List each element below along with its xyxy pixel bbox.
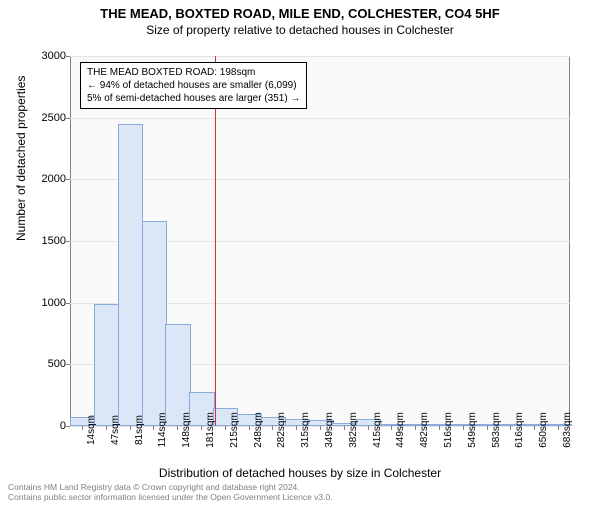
y-tick-label: 1500	[26, 235, 66, 247]
x-tick-mark	[320, 426, 321, 430]
x-tick-label: 516sqm	[443, 412, 454, 448]
x-tick-label: 14sqm	[86, 415, 97, 445]
histogram-bar	[94, 304, 119, 426]
y-tick-mark	[66, 241, 70, 242]
histogram-bar	[118, 124, 143, 426]
x-tick-mark	[368, 426, 369, 430]
x-tick-label: 415sqm	[372, 412, 383, 448]
x-tick-label: 449sqm	[395, 412, 406, 448]
chart-plot-area	[70, 56, 570, 426]
x-tick-label: 315sqm	[300, 412, 311, 448]
x-tick-label: 349sqm	[324, 412, 335, 448]
x-tick-mark	[510, 426, 511, 430]
x-tick-mark	[153, 426, 154, 430]
x-tick-mark	[487, 426, 488, 430]
x-tick-label: 248sqm	[253, 412, 264, 448]
x-tick-mark	[534, 426, 535, 430]
y-tick-label: 2000	[26, 173, 66, 185]
x-tick-mark	[391, 426, 392, 430]
x-tick-label: 181sqm	[205, 412, 216, 448]
y-tick-label: 0	[26, 420, 66, 432]
y-tick-label: 500	[26, 358, 66, 370]
y-tick-mark	[66, 118, 70, 119]
x-tick-label: 81sqm	[134, 415, 145, 445]
chart-title: THE MEAD, BOXTED ROAD, MILE END, COLCHES…	[0, 6, 600, 21]
x-tick-label: 114sqm	[157, 413, 168, 448]
y-tick-mark	[66, 364, 70, 365]
x-tick-label: 47sqm	[110, 415, 121, 445]
footer-line-2: Contains public sector information licen…	[8, 492, 333, 502]
x-tick-mark	[106, 426, 107, 430]
x-tick-mark	[463, 426, 464, 430]
x-tick-mark	[130, 426, 131, 430]
footer-attribution: Contains HM Land Registry data © Crown c…	[8, 482, 333, 502]
x-tick-mark	[415, 426, 416, 430]
callout-line-3: 5% of semi-detached houses are larger (3…	[87, 92, 300, 105]
footer-line-1: Contains HM Land Registry data © Crown c…	[8, 482, 333, 492]
reference-line	[215, 56, 216, 426]
histogram-bar	[165, 324, 190, 426]
x-tick-label: 549sqm	[467, 412, 478, 448]
x-tick-label: 683sqm	[562, 412, 573, 448]
x-axis-label: Distribution of detached houses by size …	[0, 466, 600, 480]
x-tick-mark	[201, 426, 202, 430]
x-tick-label: 650sqm	[538, 412, 549, 448]
y-tick-mark	[66, 426, 70, 427]
x-tick-label: 482sqm	[419, 412, 430, 448]
x-tick-mark	[177, 426, 178, 430]
x-tick-mark	[296, 426, 297, 430]
y-tick-mark	[66, 56, 70, 57]
x-tick-mark	[558, 426, 559, 430]
histogram-bar	[142, 221, 167, 427]
y-tick-label: 1000	[26, 297, 66, 309]
x-tick-mark	[249, 426, 250, 430]
y-tick-mark	[66, 179, 70, 180]
x-tick-mark	[225, 426, 226, 430]
callout-line-2: ← 94% of detached houses are smaller (6,…	[87, 79, 300, 92]
gridline	[70, 56, 570, 57]
x-tick-label: 215sqm	[229, 412, 240, 448]
gridline	[70, 118, 570, 119]
chart-subtitle: Size of property relative to detached ho…	[0, 23, 600, 37]
gridline	[70, 179, 570, 180]
callout-line-1: THE MEAD BOXTED ROAD: 198sqm	[87, 66, 300, 79]
reference-callout: THE MEAD BOXTED ROAD: 198sqm ← 94% of de…	[80, 62, 307, 109]
y-tick-mark	[66, 303, 70, 304]
x-tick-label: 616sqm	[514, 412, 525, 448]
y-tick-label: 3000	[26, 50, 66, 62]
y-axis-label: Number of detached properties	[14, 76, 28, 241]
x-tick-label: 382sqm	[348, 412, 359, 448]
x-tick-mark	[439, 426, 440, 430]
x-tick-mark	[272, 426, 273, 430]
x-tick-label: 583sqm	[491, 412, 502, 448]
x-tick-label: 282sqm	[276, 412, 287, 448]
x-tick-label: 148sqm	[181, 412, 192, 448]
x-tick-mark	[82, 426, 83, 430]
y-tick-label: 2500	[26, 112, 66, 124]
x-tick-mark	[344, 426, 345, 430]
